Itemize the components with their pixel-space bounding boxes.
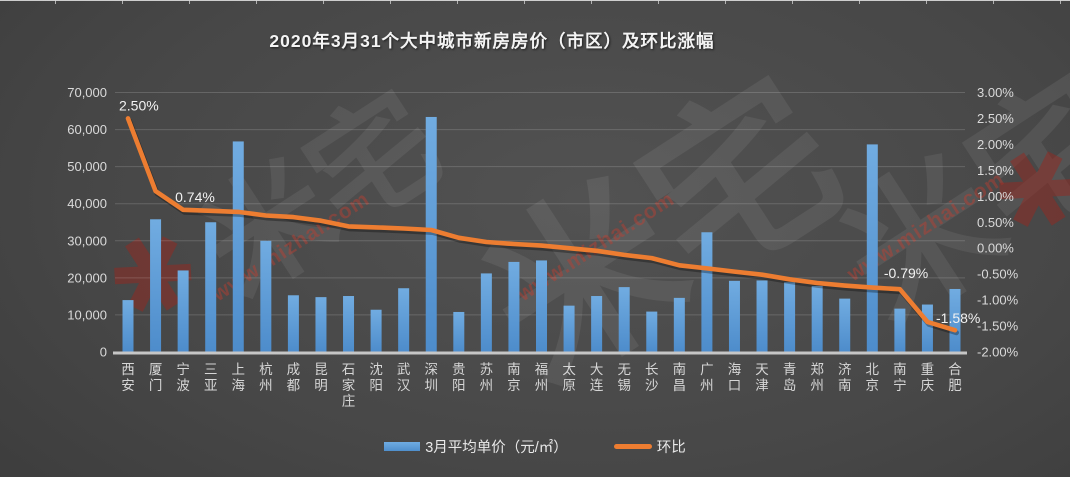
- bar-南宁: [894, 308, 906, 352]
- category-label-海口: 海口: [728, 362, 742, 393]
- category-label-武汉: 武汉: [397, 362, 411, 393]
- category-label-厦门: 厦门: [149, 362, 163, 393]
- bar-三亚: [205, 222, 217, 352]
- right-axis-tick: -2.00%: [977, 345, 1019, 360]
- right-axis-tick: -1.50%: [977, 319, 1019, 334]
- bar-郑州: [811, 286, 823, 352]
- bar-贵阳: [453, 311, 465, 352]
- line-series-swatch-icon: [613, 443, 652, 449]
- line-series-shadow: [127, 118, 959, 336]
- top-edge-ticks: [0, 0, 1070, 4]
- bar-武汉: [398, 288, 410, 352]
- bar-海口: [728, 280, 740, 352]
- category-label-南宁: 南宁: [893, 362, 907, 393]
- bar-杭州: [260, 240, 272, 352]
- bar-大连: [591, 296, 603, 352]
- right-axis-tick: 0.00%: [977, 241, 1014, 256]
- category-label-重庆: 重庆: [921, 362, 935, 393]
- bar-北京: [866, 144, 878, 352]
- category-label-昆明: 昆明: [314, 362, 328, 393]
- legend-label-mom-change: 环比: [656, 439, 686, 456]
- category-label-西安: 西安: [121, 362, 135, 393]
- right-axis-tick: 3.00%: [977, 85, 1014, 100]
- bar-沈阳: [370, 309, 382, 352]
- left-axis-tick: 50,000: [67, 159, 107, 174]
- category-label-沈阳: 沈阳: [369, 362, 383, 393]
- category-label-合肥: 合肥: [948, 362, 962, 393]
- data-label-宁波: 0.74%: [175, 189, 215, 205]
- bar-天津: [756, 280, 768, 352]
- right-axis-tick: 1.00%: [977, 189, 1014, 204]
- left-axis-tick: 30,000: [67, 233, 107, 248]
- bar-厦门: [150, 219, 162, 352]
- bar-合肥: [949, 288, 961, 352]
- bar-深圳: [425, 116, 437, 353]
- category-label-苏州: 苏州: [480, 362, 494, 393]
- category-label-太原: 太原: [562, 362, 576, 393]
- bar-苏州: [480, 273, 492, 352]
- left-axis-tick: 20,000: [67, 270, 107, 285]
- left-axis-tick: 40,000: [67, 196, 107, 211]
- category-label-上海: 上海: [232, 362, 246, 393]
- chart-title: 2020年3月31个大中城市新房房价（市区）及环比涨幅: [269, 31, 715, 51]
- bar-石家庄: [343, 296, 355, 352]
- right-axis-tick: 2.00%: [977, 137, 1014, 152]
- right-axis-tick: 2.50%: [977, 111, 1014, 126]
- category-label-三亚: 三亚: [204, 362, 218, 393]
- chart-legend: 3月平均单价（元/㎡） 环比: [0, 433, 1070, 459]
- bar-福州: [536, 260, 547, 352]
- category-label-杭州: 杭州: [259, 362, 273, 393]
- bar-西安: [122, 300, 134, 352]
- legend-item-mom-change: 环比: [613, 436, 686, 457]
- bar-昆明: [315, 297, 327, 352]
- category-label-大连: 大连: [590, 362, 604, 393]
- category-label-南昌: 南昌: [673, 362, 687, 393]
- category-label-福州: 福州: [535, 362, 549, 393]
- data-label-合肥: -1.58%: [936, 310, 980, 326]
- category-label-青岛: 青岛: [783, 362, 797, 393]
- bar-长沙: [646, 311, 658, 352]
- category-label-成都: 成都: [287, 362, 301, 393]
- bar-宁波: [177, 270, 189, 352]
- category-label-郑州: 郑州: [810, 362, 824, 393]
- category-label-深圳: 深圳: [424, 362, 438, 393]
- category-label-长沙: 长沙: [645, 362, 659, 393]
- bar-广州: [701, 232, 713, 352]
- bar-南京: [508, 261, 520, 352]
- right-axis-tick: -1.00%: [977, 293, 1019, 308]
- bar-重庆: [921, 304, 933, 352]
- right-axis-tick: 1.50%: [977, 163, 1014, 178]
- category-label-石家庄: 石家庄: [342, 362, 356, 409]
- legend-item-avg-price: 3月平均单价（元/㎡）: [384, 436, 568, 457]
- category-label-北京: 北京: [866, 362, 880, 393]
- left-axis-tick: 60,000: [67, 122, 107, 137]
- left-axis-tick: 10,000: [67, 307, 107, 322]
- bar-上海: [232, 141, 244, 352]
- category-label-南京: 南京: [507, 362, 521, 393]
- category-label-宁波: 宁波: [176, 361, 190, 393]
- category-label-贵阳: 贵阳: [452, 362, 466, 393]
- right-axis-tick: 0.50%: [977, 215, 1014, 230]
- data-label-南宁: -0.79%: [884, 265, 928, 281]
- bar-济南: [839, 298, 851, 352]
- left-axis-tick: 0: [100, 345, 107, 360]
- bar-青岛: [784, 282, 796, 352]
- left-axis-tick: 70,000: [67, 85, 107, 100]
- line-series-mom-change: [125, 116, 958, 333]
- right-axis-tick: -0.50%: [977, 267, 1019, 282]
- data-label-西安: 2.50%: [119, 97, 159, 113]
- bar-series-swatch-icon: [384, 441, 421, 451]
- bar-无锡: [618, 287, 630, 352]
- legend-label-avg-price: 3月平均单价（元/㎡）: [425, 439, 568, 456]
- bar-南昌: [673, 297, 685, 352]
- category-label-无锡: 无锡: [617, 362, 631, 393]
- category-label-天津: 天津: [755, 362, 769, 393]
- category-label-济南: 济南: [838, 362, 852, 393]
- bar-太原: [563, 305, 575, 352]
- bar-成都: [287, 295, 299, 352]
- category-label-广州: 广州: [700, 362, 714, 393]
